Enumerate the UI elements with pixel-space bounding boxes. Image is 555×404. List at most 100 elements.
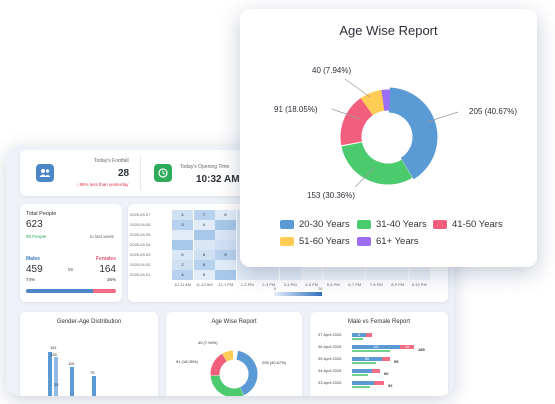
heatmap-cell[interactable] [215,230,236,240]
gender-bar-label-1: 151 [50,345,57,350]
heatmap-cell[interactable] [172,240,193,250]
heatmap-cell[interactable] [365,270,387,280]
heatmap-cell[interactable] [172,230,193,240]
mvf-male-bar[interactable]: 88 [352,357,382,361]
vs-label: vs [68,267,73,273]
gender-bar-4 [92,376,96,396]
gender-age-title: Gender-Age Distribution [56,319,122,325]
gender-split-bar [26,289,116,293]
age-small-label-top: 40 (7.94%) [198,340,218,345]
legend-item-51-60[interactable]: 51-60 Years [280,236,350,247]
heatmap-cell[interactable] [215,220,236,230]
heatmap-scale-min: 0 [274,286,277,291]
heatmap-col-label: 10-11 AM [174,282,192,287]
heatmap-row-label: 2025-04-02 [130,262,151,267]
heatmap-cell[interactable]: 3 [172,220,193,230]
leader-line [344,78,371,98]
age-donut-chart [331,78,459,188]
legend-item-61-plus[interactable]: 61+ Years [357,236,419,247]
legend-swatch [280,237,294,246]
heatmap-row-label: 2025-04-04 [130,242,151,247]
mvf-male-bar[interactable] [352,369,372,373]
mvf-date: 03 April 2025 [318,380,342,385]
females-label: Females [95,256,116,262]
heatmap-cell[interactable]: 4 [172,270,193,280]
males-pct: 74% [26,277,36,282]
heatmap-cell[interactable] [301,270,322,280]
mvf-other-bar [352,362,376,364]
leader-line [354,166,376,188]
heatmap-cell[interactable]: 5 [172,250,193,260]
males-value: 459 [26,264,43,275]
males-label: Males [26,256,40,262]
slice-51-60[interactable] [336,85,439,188]
heatmap-col-label: 9-10 PM [411,282,427,287]
male-female-card: Male vs Female Report 07 April 2025 8 06 A… [310,312,448,396]
heatmap-cell[interactable]: 6 [193,260,215,270]
gender-bar-label-3: 110 [68,361,75,366]
slice-41-50[interactable] [340,89,436,185]
legend-label: 51-60 Years [299,236,350,247]
mvf-female-bar[interactable] [374,381,384,385]
heatmap-cell[interactable] [344,270,365,280]
mvf-other-bar [352,350,391,352]
heatmap-col-label: 11-12 AM [195,282,213,287]
legend-swatch [357,220,371,229]
heatmap-cell[interactable] [215,240,236,250]
females-value: 164 [99,264,116,275]
gender-bar-label-2: 135 [50,352,57,357]
heatmap-cell[interactable]: 5 [215,250,236,260]
heatmap-cell[interactable]: 6 [193,250,215,260]
legend-label: 41-50 Years [452,219,503,230]
heatmap-cell[interactable] [215,260,236,270]
clock-icon [154,164,172,182]
heatmap-cell[interactable] [322,270,344,280]
heatmap-cell[interactable]: 2 [172,260,193,270]
mvf-total: 95 [394,359,399,364]
mvf-male-bar[interactable]: 141 [352,345,400,349]
heatmap-cell[interactable]: 4 [193,220,215,230]
leader-line [426,111,459,123]
slice-31-40[interactable] [337,86,439,188]
heatmap-cell[interactable]: 5 [193,270,215,280]
kpi-divider [140,156,141,190]
mvf-date: 05 April 2025 [318,356,342,361]
gender-bar-1 [48,352,52,396]
leader-line [331,108,361,120]
gender-age-card: Gender-Age Distribution 151 135 110 75 2… [20,312,158,396]
heatmap-cell[interactable] [193,240,215,250]
male-share-fill [26,289,93,293]
legend-label: 61+ Years [376,236,419,247]
heatmap-cell[interactable] [215,270,236,280]
heatmap-cell[interactable] [236,270,258,280]
popup-label-right: 205 (40.67%) [469,107,518,116]
heatmap-cell[interactable] [193,230,215,240]
heatmap-cell[interactable] [258,270,279,280]
legend-item-20-30[interactable]: 20-30 Years [280,219,350,230]
total-people-label: Total People [26,211,57,217]
mvf-female-bar[interactable] [382,357,390,361]
legend-item-31-40[interactable]: 31-40 Years [357,219,427,230]
heatmap-col-label: 2-3 PM [262,282,276,287]
heatmap-cell[interactable]: 7 [193,210,215,220]
heatmap-cell[interactable]: 4 [172,210,193,220]
age-small-label-right: 205 (40.67%) [262,360,287,365]
heatmap-cell[interactable] [387,270,408,280]
mvf-female-bar[interactable] [366,333,372,337]
legend-swatch [357,237,371,246]
mvf-male-bar[interactable]: 8 [352,333,366,337]
age-small-label-left: 91 (18.05%) [176,359,198,364]
heatmap-cell[interactable] [279,270,301,280]
age-wise-popup: Age Wise Report 40 (7.94%) 91 (18.05%) 2… [240,9,537,267]
heatmap-col-label: 8-9 PM [391,282,405,287]
mvf-female-bar[interactable] [372,369,380,373]
heatmap-scale-bar [274,292,322,296]
mvf-male-bar[interactable] [352,381,374,385]
total-people-delta: 89 People [26,234,47,239]
kpi-footfall-delta: ↓ 85% less than yesterday [76,182,129,187]
heatmap-cell[interactable] [408,270,430,280]
mvf-female-bar[interactable]: 44 [400,345,414,349]
heatmap-cell[interactable]: 6 [215,210,236,220]
heatmap-col-label: 3-4 PM [283,282,297,287]
legend-item-41-50[interactable]: 41-50 Years [433,219,503,230]
